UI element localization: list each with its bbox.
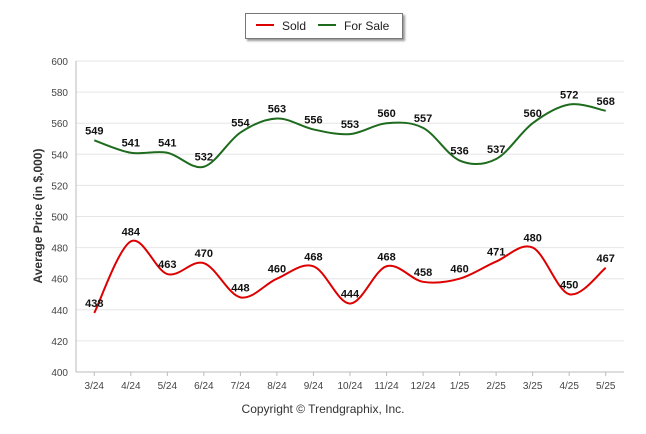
legend-label-for-sale: For Sale xyxy=(344,19,390,33)
y-tick-label: 600 xyxy=(51,57,68,68)
data-label-sold: 450 xyxy=(560,279,578,291)
series-line-sold xyxy=(93,239,607,314)
data-label-sold: 463 xyxy=(158,259,176,271)
gridlines xyxy=(76,60,624,373)
data-label-for-sale: 553 xyxy=(341,119,359,131)
data-label-for-sale: 536 xyxy=(450,146,468,158)
data-label-sold: 438 xyxy=(85,298,103,310)
x-tick-label: 3/25 xyxy=(523,381,543,392)
x-tick-label: 10/24 xyxy=(337,381,362,392)
x-tick-label: 11/24 xyxy=(374,381,399,392)
x-tick-label: 4/24 xyxy=(121,381,141,392)
x-tick-label: 7/24 xyxy=(231,381,251,392)
data-label-for-sale: 532 xyxy=(195,152,213,164)
x-tick-label: 2/25 xyxy=(486,381,506,392)
data-label-sold: 458 xyxy=(414,267,432,279)
y-tick-label: 540 xyxy=(51,150,68,161)
legend-label-sold: Sold xyxy=(282,19,307,33)
y-tick-label: 460 xyxy=(51,275,68,286)
y-tick-label: 520 xyxy=(51,181,68,192)
data-label-for-sale: 556 xyxy=(304,114,322,126)
x-tick-label: 4/25 xyxy=(559,381,579,392)
data-label-sold: 480 xyxy=(523,233,541,245)
data-label-sold: 460 xyxy=(450,264,468,276)
data-label-for-sale: 563 xyxy=(268,104,286,116)
x-tick-label: 1/25 xyxy=(450,381,470,392)
y-tick-label: 580 xyxy=(51,88,68,99)
y-tick-label: 400 xyxy=(51,368,68,379)
legend: Sold For Sale xyxy=(245,13,403,39)
data-label-for-sale: 554 xyxy=(231,118,250,130)
series-line-for-sale xyxy=(93,103,606,169)
data-label-for-sale: 541 xyxy=(158,138,176,150)
y-tick-label: 500 xyxy=(51,213,68,224)
x-tick-label: 12/24 xyxy=(411,381,436,392)
y-tick-label: 560 xyxy=(51,119,68,130)
data-label-sold: 460 xyxy=(268,264,286,276)
y-axis: 400 420 440 460 480 500 520 540 560 580 600 xyxy=(51,57,77,379)
x-tick-label: 6/24 xyxy=(194,381,214,392)
copyright-text: Copyright © Trendgraphix, Inc. xyxy=(241,402,405,416)
data-label-sold: 468 xyxy=(377,251,395,263)
legend-swatch-for-sale xyxy=(318,24,336,26)
data-label-for-sale: 568 xyxy=(597,96,615,108)
data-label-sold: 470 xyxy=(195,248,213,260)
data-label-for-sale: 557 xyxy=(414,113,432,125)
data-label-sold: 484 xyxy=(122,226,141,238)
data-label-for-sale: 560 xyxy=(377,108,395,120)
y-axis-label: Average Price (in $,000) xyxy=(31,149,45,284)
legend-swatch-sold xyxy=(256,24,274,26)
data-labels: 438 484 463 470 448 460 468 444 468 458 460 471 480 4… xyxy=(85,90,615,310)
x-axis: 3/24 4/24 5/24 6/24 7/24 8/24 9/24 10/24 11/24 12… xyxy=(76,371,624,392)
y-tick-label: 440 xyxy=(51,306,68,317)
x-tick-label: 8/24 xyxy=(267,381,287,392)
data-label-for-sale: 541 xyxy=(122,138,140,150)
data-label-sold: 444 xyxy=(341,289,360,301)
x-tick-label: 3/24 xyxy=(85,381,105,392)
data-label-for-sale: 537 xyxy=(487,144,505,156)
data-label-for-sale: 560 xyxy=(523,108,541,120)
data-label-sold: 468 xyxy=(304,251,322,263)
data-label-for-sale: 549 xyxy=(85,125,103,137)
data-label-for-sale: 572 xyxy=(560,90,578,102)
data-label-sold: 467 xyxy=(597,253,615,265)
x-tick-label: 5/24 xyxy=(158,381,178,392)
y-tick-label: 480 xyxy=(51,244,68,255)
y-tick-label: 420 xyxy=(51,337,68,348)
x-tick-label: 9/24 xyxy=(304,381,324,392)
data-label-sold: 471 xyxy=(487,247,505,259)
data-label-sold: 448 xyxy=(231,282,249,294)
x-tick-label: 5/25 xyxy=(596,381,616,392)
series-group xyxy=(93,103,607,314)
